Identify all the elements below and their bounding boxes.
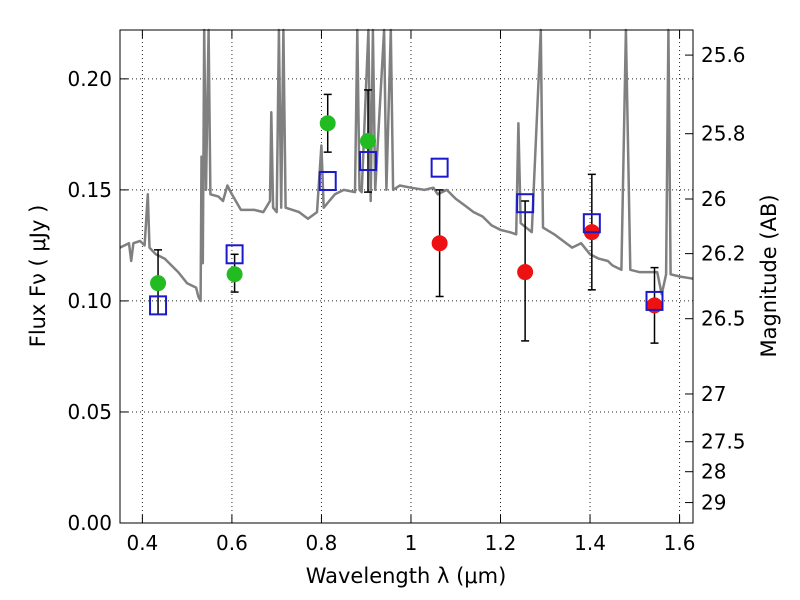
flux-point	[517, 264, 534, 281]
y-tick-label: 0.00	[67, 511, 112, 535]
magnitude-axis-ticks: 25.6 25.8 26 26.2 26.5 27 27.5 28 29	[685, 43, 746, 515]
y-tick-label: 0.05	[67, 400, 112, 424]
model-flux-square	[645, 290, 664, 311]
y-tick-label: 0.15	[67, 178, 112, 202]
magnitude-tick-label: 25.8	[701, 122, 746, 146]
magnitude-tick-label: 27	[701, 382, 726, 406]
model-flux-square	[430, 157, 449, 178]
flux-point	[646, 297, 663, 314]
right-axis-label: Magnitude (AB)	[757, 194, 781, 357]
model-flux-square	[582, 213, 601, 234]
magnitude-tick-label: 28	[701, 460, 726, 484]
flux-point	[431, 235, 448, 252]
y-axis-label: Flux Fν ( μJy )	[26, 205, 50, 348]
flux-point	[319, 115, 336, 132]
magnitude-tick-label: 26	[701, 187, 726, 211]
model-flux-square	[149, 295, 168, 316]
magnitude-tick-label: 26.5	[701, 307, 746, 331]
model-flux-square	[359, 151, 378, 172]
x-axis-label: Wavelength λ (μm)	[306, 564, 507, 588]
flux-point	[226, 266, 243, 283]
magnitude-tick-label: 29	[701, 491, 726, 515]
model-spectrum	[119, 28, 694, 303]
model-flux-square	[225, 244, 244, 265]
y-tick-label: 0.20	[67, 67, 112, 91]
flux-point	[360, 133, 377, 150]
magnitude-tick-label: 27.5	[701, 430, 746, 454]
x-tick-label: 0.4	[126, 531, 158, 555]
y-axis-ticks: 0.00 0.05 0.10 0.15 0.20	[67, 67, 128, 535]
data-points	[149, 89, 664, 344]
x-tick-label: 1.2	[485, 531, 517, 555]
x-tick-label: 1.6	[664, 531, 696, 555]
y-tick-label: 0.10	[67, 289, 112, 313]
model-spectrum-line	[119, 28, 694, 303]
x-axis-ticks: 0.4 0.6 0.8 1 1.2 1.4 1.6	[126, 30, 695, 555]
flux-point	[150, 275, 167, 292]
model-flux-square	[516, 193, 535, 214]
x-tick-label: 0.8	[306, 531, 338, 555]
magnitude-tick-label: 25.6	[701, 43, 746, 67]
x-tick-label: 1	[405, 531, 418, 555]
magnitude-tick-label: 26.2	[701, 242, 746, 266]
plot-frame	[119, 29, 694, 524]
x-tick-label: 0.6	[216, 531, 248, 555]
model-flux-square	[318, 171, 337, 192]
x-tick-label: 1.4	[574, 531, 606, 555]
